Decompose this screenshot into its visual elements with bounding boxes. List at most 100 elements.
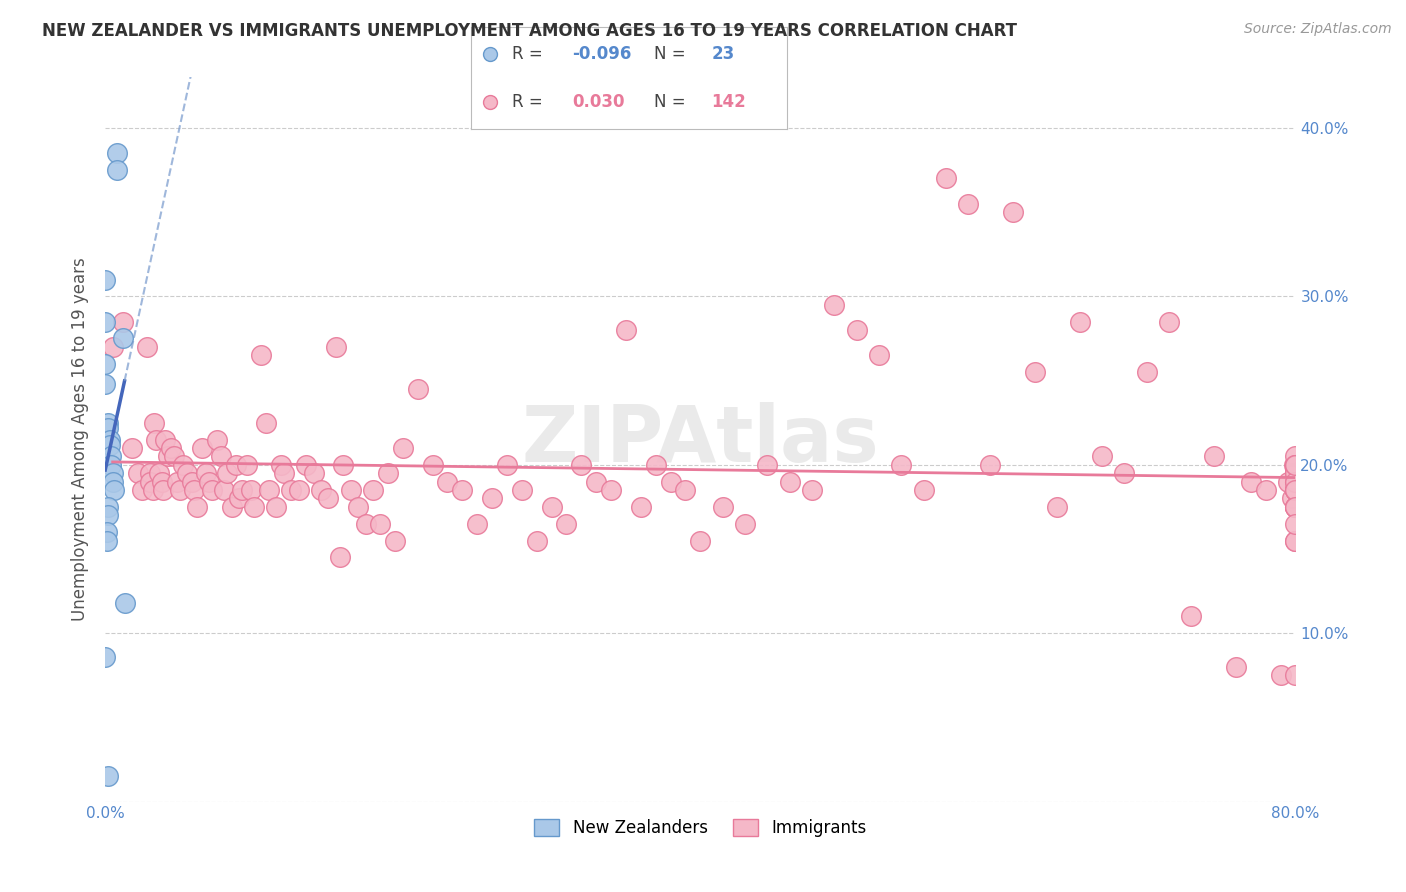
Point bbox=[94, 376, 117, 391]
Point bbox=[127, 466, 149, 480]
Point bbox=[481, 491, 503, 506]
Point bbox=[112, 315, 135, 329]
Point bbox=[176, 466, 198, 480]
Point bbox=[148, 466, 170, 480]
Point bbox=[890, 458, 912, 472]
Point bbox=[734, 516, 756, 531]
Point bbox=[101, 475, 124, 489]
Point bbox=[205, 433, 228, 447]
Point bbox=[1001, 205, 1024, 219]
Point bbox=[912, 483, 935, 497]
Point bbox=[1284, 450, 1306, 464]
Point bbox=[112, 331, 135, 345]
Point bbox=[436, 475, 458, 489]
Point bbox=[614, 323, 637, 337]
Point bbox=[145, 433, 167, 447]
Point bbox=[150, 475, 173, 489]
Point bbox=[1284, 475, 1306, 489]
Point bbox=[98, 433, 121, 447]
Point bbox=[302, 466, 325, 480]
Point bbox=[339, 483, 361, 497]
Text: -0.096: -0.096 bbox=[572, 45, 631, 63]
Point bbox=[1284, 500, 1306, 514]
Point bbox=[384, 533, 406, 548]
Point bbox=[270, 458, 292, 472]
Point bbox=[100, 450, 122, 464]
Point bbox=[478, 47, 502, 62]
Point bbox=[121, 441, 143, 455]
Point bbox=[957, 196, 980, 211]
Text: Source: ZipAtlas.com: Source: ZipAtlas.com bbox=[1244, 22, 1392, 37]
Point bbox=[1284, 483, 1306, 497]
Point bbox=[295, 458, 318, 472]
Point bbox=[266, 500, 288, 514]
Point bbox=[287, 483, 309, 497]
Point bbox=[97, 421, 120, 435]
Point bbox=[1284, 466, 1306, 480]
Point bbox=[309, 483, 332, 497]
Point bbox=[329, 550, 352, 565]
Point bbox=[465, 516, 488, 531]
Point bbox=[1284, 500, 1306, 514]
Point bbox=[1284, 458, 1306, 472]
Point bbox=[823, 298, 845, 312]
Point bbox=[1284, 533, 1306, 548]
Point bbox=[105, 163, 128, 178]
Point bbox=[325, 340, 347, 354]
Point bbox=[422, 458, 444, 472]
Point bbox=[209, 450, 232, 464]
Point bbox=[195, 466, 218, 480]
Point bbox=[1136, 365, 1159, 379]
Point bbox=[96, 533, 118, 548]
Point bbox=[1284, 500, 1306, 514]
Point bbox=[391, 441, 413, 455]
Point bbox=[1157, 315, 1180, 329]
Point bbox=[1284, 458, 1306, 472]
Point bbox=[1270, 668, 1292, 682]
Point bbox=[135, 340, 157, 354]
Point bbox=[354, 516, 377, 531]
Point bbox=[377, 466, 399, 480]
Point bbox=[1281, 491, 1303, 506]
Point bbox=[1024, 365, 1046, 379]
Point bbox=[254, 416, 277, 430]
Point bbox=[779, 475, 801, 489]
Point bbox=[1284, 533, 1306, 548]
Point bbox=[979, 458, 1001, 472]
Point bbox=[1284, 483, 1306, 497]
Point bbox=[139, 475, 162, 489]
Point bbox=[845, 323, 868, 337]
Point bbox=[868, 348, 890, 362]
Point bbox=[1284, 500, 1306, 514]
Point bbox=[198, 475, 221, 489]
Point bbox=[1284, 458, 1306, 472]
Y-axis label: Unemployment Among Ages 16 to 19 years: Unemployment Among Ages 16 to 19 years bbox=[72, 258, 89, 622]
Point bbox=[169, 483, 191, 497]
Text: N =: N = bbox=[655, 45, 692, 63]
Point bbox=[1284, 483, 1306, 497]
Text: 23: 23 bbox=[711, 45, 735, 63]
Point bbox=[1282, 458, 1305, 472]
Point bbox=[231, 483, 253, 497]
Point bbox=[1225, 660, 1247, 674]
Point bbox=[94, 649, 117, 664]
Point bbox=[526, 533, 548, 548]
Point bbox=[101, 466, 124, 480]
Point bbox=[1254, 483, 1277, 497]
Point bbox=[1284, 483, 1306, 497]
Point bbox=[1284, 483, 1306, 497]
Point bbox=[361, 483, 384, 497]
Point bbox=[569, 458, 592, 472]
Point bbox=[96, 525, 118, 540]
Point bbox=[94, 315, 117, 329]
Point bbox=[585, 475, 607, 489]
Text: N =: N = bbox=[655, 93, 692, 111]
Point bbox=[756, 458, 779, 472]
Point bbox=[101, 340, 124, 354]
Point bbox=[406, 382, 429, 396]
Point bbox=[105, 146, 128, 161]
Point bbox=[478, 95, 502, 109]
Point bbox=[1240, 475, 1263, 489]
Point bbox=[100, 458, 122, 472]
Point bbox=[97, 500, 120, 514]
